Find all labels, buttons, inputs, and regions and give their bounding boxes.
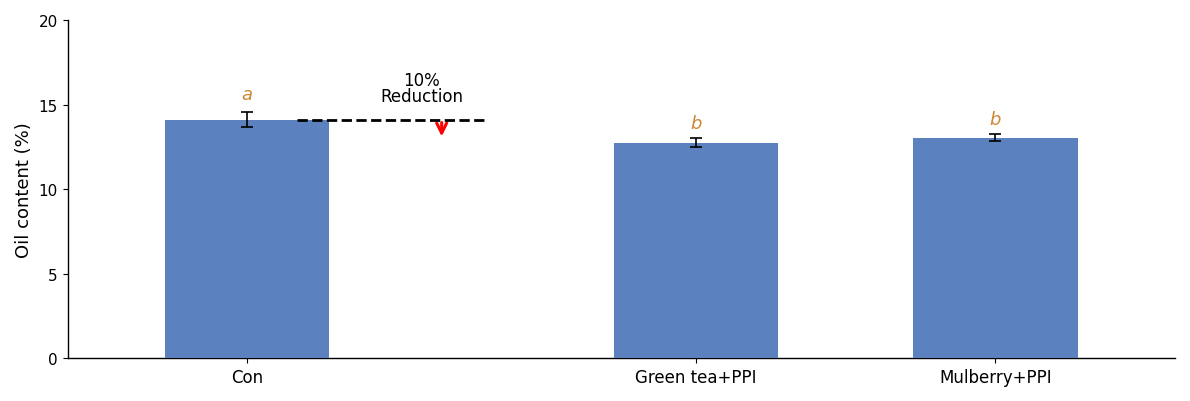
Text: b: b <box>690 115 702 133</box>
Bar <box>164 120 330 358</box>
Text: a: a <box>242 86 252 103</box>
Text: Reduction: Reduction <box>380 88 463 106</box>
Text: 10%: 10% <box>403 71 440 89</box>
Y-axis label: Oil content (%): Oil content (%) <box>15 122 33 257</box>
Bar <box>913 138 1078 358</box>
Text: b: b <box>990 111 1001 129</box>
Bar <box>614 143 778 358</box>
